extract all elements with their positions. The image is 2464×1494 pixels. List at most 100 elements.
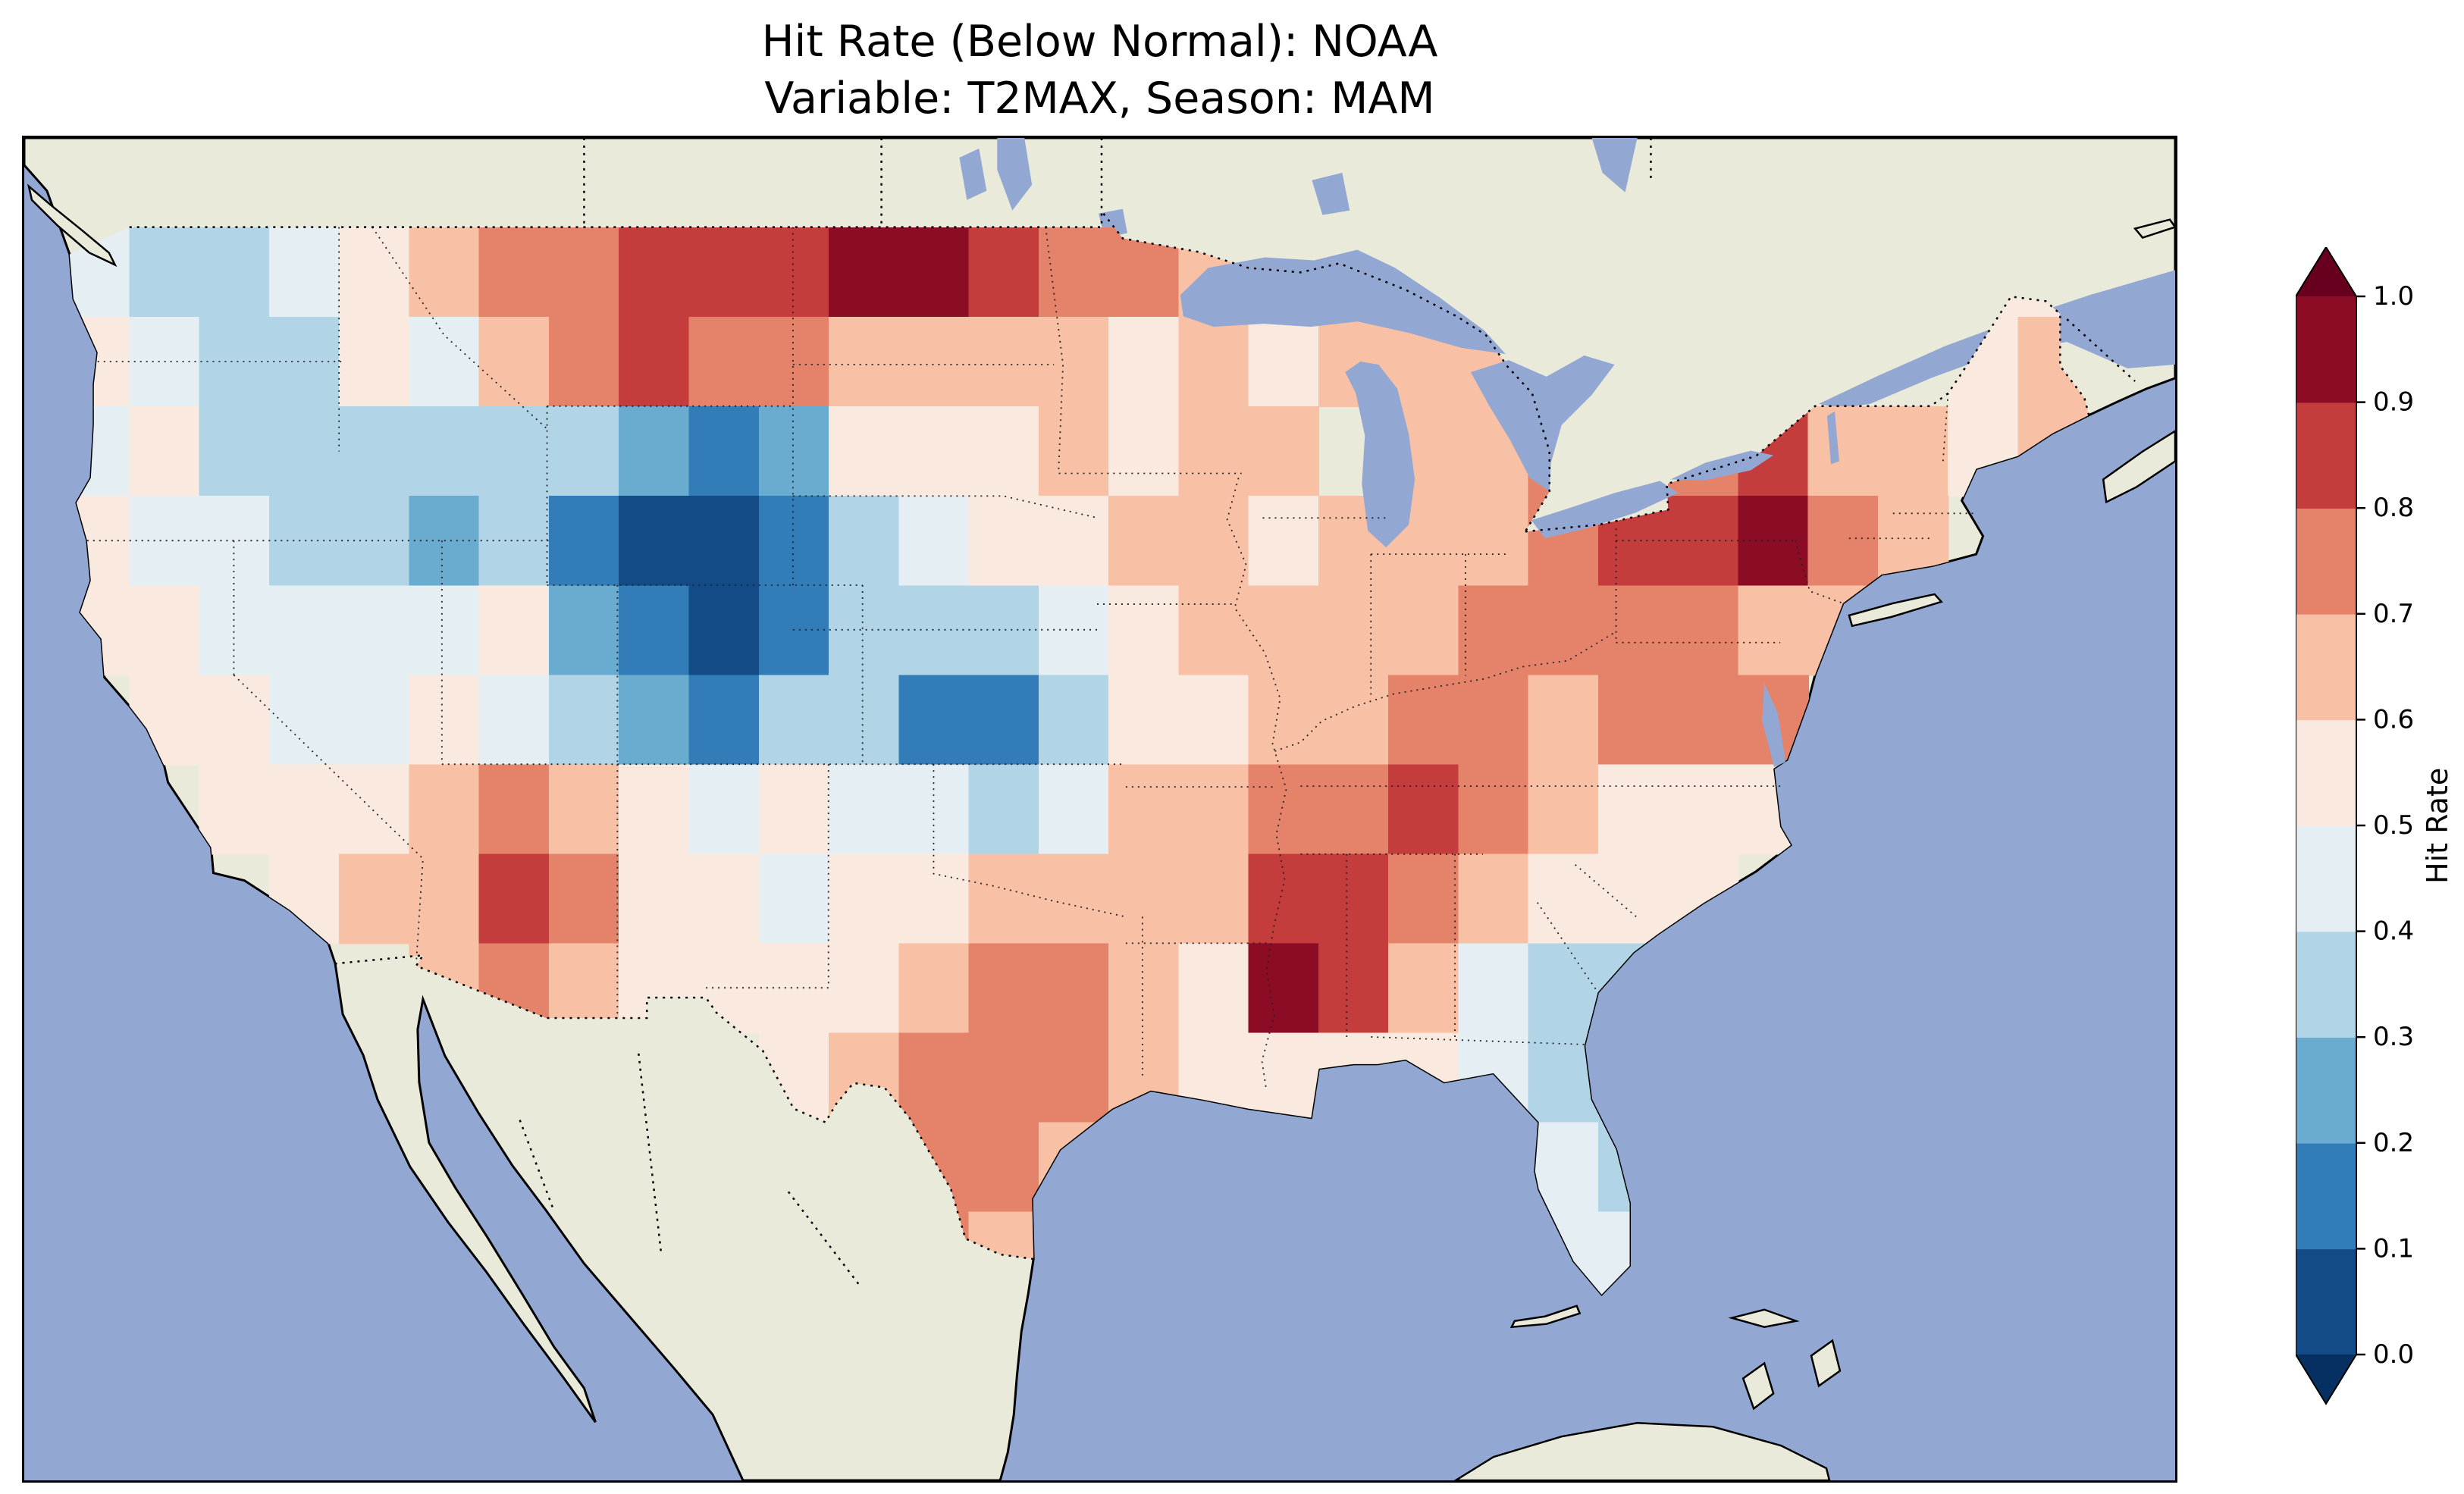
- heatmap-cell: [478, 764, 550, 855]
- anticosti-island: [2133, 218, 2175, 240]
- heatmap-cell: [1248, 585, 1319, 676]
- heatmap-cell: [1597, 764, 1669, 855]
- heatmap-cell: [1178, 943, 1249, 1034]
- heatmap-cell: [1038, 853, 1110, 944]
- colorbar-tick-label: 0.1: [2373, 1233, 2414, 1264]
- heatmap-cell: [1807, 496, 1879, 587]
- heatmap-cell: [1248, 317, 1319, 408]
- chart-title-line1: Hit Rate (Below Normal): NOAA: [761, 17, 1438, 67]
- heatmap-cell: [548, 853, 620, 944]
- heatmap-cell: [758, 317, 830, 408]
- lake-nipigon: [1312, 172, 1350, 215]
- heatmap-cell: [1108, 943, 1180, 1034]
- heatmap-cell: [1668, 764, 1739, 855]
- heatmap-cell: [898, 227, 970, 318]
- heatmap-cell: [1108, 675, 1180, 766]
- heatmap-cell: [199, 764, 270, 855]
- chart-title: Hit Rate (Below Normal): NOAA Variable: …: [22, 14, 2177, 127]
- heatmap-cell: [548, 406, 620, 497]
- heatmap-cell: [409, 853, 480, 944]
- heatmap-cell: [1458, 496, 1529, 587]
- colorbar-band: [2296, 296, 2356, 403]
- heatmap-cell: [339, 853, 410, 944]
- heatmap-layer: [69, 227, 2089, 1295]
- heatmap-cell: [898, 406, 970, 497]
- heatmap-cell: [968, 406, 1039, 497]
- heatmap-cell: [268, 406, 340, 497]
- heatmap-cell: [1668, 675, 1739, 766]
- colorbar-tick-label: 0.0: [2373, 1339, 2414, 1370]
- heatmap-cell: [339, 496, 410, 587]
- country-borders: [129, 138, 2136, 1287]
- colorbar-extend-over: [2296, 247, 2356, 296]
- chart-title-line2: Variable: T2MAX, Season: MAM: [764, 74, 1435, 124]
- colorbar-tick-label: 0.9: [2373, 387, 2414, 418]
- heatmap-cell: [1388, 764, 1459, 855]
- colorbar-extend-under: [2296, 1355, 2356, 1404]
- heatmap-cell: [1038, 317, 1110, 408]
- colorbar-band: [2296, 1248, 2356, 1355]
- heatmap-cell: [829, 317, 900, 408]
- heatmap-cell: [1038, 675, 1110, 766]
- heatmap-cell: [968, 675, 1039, 766]
- heatmap-cell: [548, 585, 620, 676]
- heatmap-cell: [619, 227, 690, 318]
- heatmap-cell: [199, 317, 270, 408]
- colorbar-tick-label: 1.0: [2373, 281, 2414, 312]
- heatmap-cell: [1388, 943, 1459, 1034]
- colorbar-tick-label: 0.3: [2373, 1022, 2414, 1052]
- state-borders: [86, 227, 1977, 1092]
- heatmap-cell: [619, 496, 690, 587]
- lake-winnipeg: [997, 138, 1033, 211]
- heatmap-cell: [1878, 406, 1949, 497]
- colorbar-tick-label: 0.2: [2373, 1128, 2414, 1158]
- heatmap-cell: [548, 227, 620, 318]
- colorbar-band: [2296, 825, 2356, 932]
- heatmap-cell: [758, 675, 830, 766]
- heatmap-cell: [1248, 675, 1319, 766]
- heatmap-cell: [1108, 585, 1180, 676]
- colorbar-tick-label: 0.6: [2373, 704, 2414, 734]
- colorbar-band: [2296, 402, 2356, 509]
- heatmap-cell: [829, 227, 900, 318]
- heatmap-cell: [409, 317, 480, 408]
- heatmap-cell: [1248, 853, 1319, 944]
- heatmap-cell: [1178, 764, 1249, 855]
- heatmap-cell: [1318, 853, 1390, 944]
- heatmap-cell: [339, 585, 410, 676]
- heatmap-cell: [688, 317, 760, 408]
- heatmap-cell: [1458, 943, 1529, 1034]
- heatmap-cell: [1108, 496, 1180, 587]
- heatmap-cell: [1038, 406, 1110, 497]
- colorbar-svg: 1.0 0.9 0.8 0.7 0.6 0.5 0.4 0.3 0.2 0.1 0.0: [2296, 247, 2414, 1405]
- us-map: [24, 138, 2175, 1480]
- heatmap-cell: [339, 317, 410, 408]
- heatmap-cell: [688, 227, 760, 318]
- heatmap-cell: [1248, 1032, 1319, 1123]
- heatmap-cell: [1528, 853, 1600, 944]
- heatmap-cell: [968, 496, 1039, 587]
- heatmap-cell: [1178, 317, 1249, 408]
- heatmap-cell: [478, 406, 550, 497]
- cuba-island: [1453, 1422, 1831, 1480]
- colorbar: 1.0 0.9 0.8 0.7 0.6 0.5 0.4 0.3 0.2 0.1 0.0: [2296, 247, 2464, 1407]
- heatmap-cell: [619, 317, 690, 408]
- heatmap-cell: [758, 227, 830, 318]
- heatmap-cell: [968, 943, 1039, 1034]
- heatmap-cell: [619, 406, 690, 497]
- heatmap-cell: [758, 853, 830, 944]
- heatmap-cell: [898, 1032, 970, 1123]
- heatmap-cell: [688, 675, 760, 766]
- heatmap-cell: [339, 675, 410, 766]
- heatmap-cell: [1597, 585, 1669, 676]
- heatmap-cell: [1178, 853, 1249, 944]
- heatmap-cell: [1038, 496, 1110, 587]
- heatmap-cell: [1597, 675, 1669, 766]
- heatmap-cell: [1038, 227, 1110, 318]
- heatmap-cell: [548, 496, 620, 587]
- heatmap-cell: [898, 675, 970, 766]
- heatmap-cell: [199, 406, 270, 497]
- great-lakes: [1180, 249, 1839, 768]
- heatmap-cell: [1178, 496, 1249, 587]
- heatmap-cell: [1038, 764, 1110, 855]
